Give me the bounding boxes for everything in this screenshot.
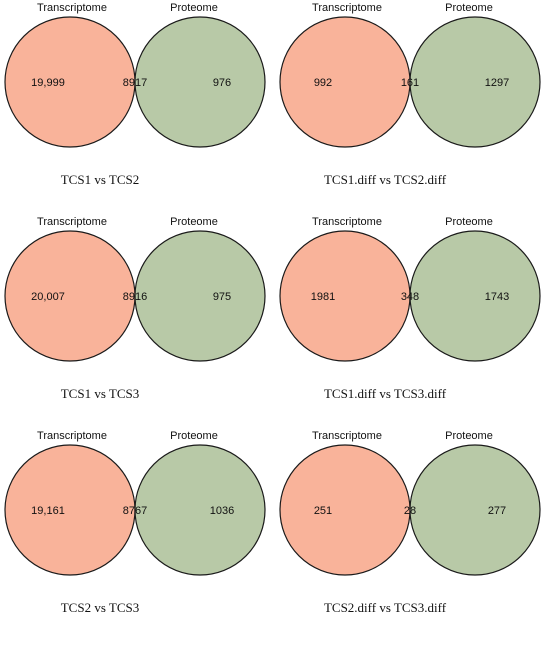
left-only-count: 19,161 <box>31 505 65 517</box>
transcriptome-set-circle <box>5 445 135 575</box>
comparison-caption: TCS2.diff vs TCS3.diff <box>324 600 447 615</box>
left-only-count: 19,999 <box>31 77 65 89</box>
venn-panel-2: Transcriptome Proteome 992 161 1297 TCS1.diff… <box>275 0 550 215</box>
transcriptome-set-circle <box>280 17 410 147</box>
transcriptome-set-circle <box>280 445 410 575</box>
left-set-label: Transcriptome <box>312 216 382 228</box>
right-set-label: Proteome <box>445 2 493 14</box>
left-only-count: 1981 <box>311 291 335 303</box>
venn-svg: Transcriptome Proteome 251 28 277 TCS2.diff v… <box>279 430 541 615</box>
comparison-caption: TCS1.diff vs TCS2.diff <box>324 172 447 187</box>
right-only-count: 1743 <box>485 291 509 303</box>
transcriptome-set-circle <box>280 231 410 361</box>
right-set-label: Proteome <box>170 216 218 228</box>
proteome-set-circle <box>135 445 265 575</box>
left-set-label: Transcriptome <box>37 2 107 14</box>
right-only-count: 277 <box>488 505 506 517</box>
proteome-outline <box>134 16 266 148</box>
overlap-count: 8767 <box>123 505 147 517</box>
proteome-outline <box>409 230 541 362</box>
right-set-label: Proteome <box>170 430 218 442</box>
venn-svg: Transcriptome Proteome 19,999 8917 976 TCS1 v… <box>4 2 266 187</box>
comparison-caption: TCS1 vs TCS3 <box>61 386 140 401</box>
proteome-set-circle <box>410 231 540 361</box>
left-only-count: 251 <box>314 505 332 517</box>
proteome-outline <box>134 230 266 362</box>
proteome-outline <box>409 444 541 576</box>
venn-svg: Transcriptome Proteome 1981 348 1743 TCS1.dif… <box>279 216 541 401</box>
right-only-count: 1036 <box>210 505 234 517</box>
overlap-count: 8917 <box>123 77 147 89</box>
proteome-set-circle <box>410 445 540 575</box>
overlap-count: 28 <box>404 505 416 517</box>
left-only-count: 20,007 <box>31 291 65 303</box>
right-only-count: 976 <box>213 77 231 89</box>
left-set-label: Transcriptome <box>312 430 382 442</box>
comparison-caption: TCS1.diff vs TCS3.diff <box>324 386 447 401</box>
transcriptome-set-circle <box>5 17 135 147</box>
comparison-caption: TCS1 vs TCS2 <box>61 172 140 187</box>
venn-panel-1: Transcriptome Proteome 19,999 8917 976 TCS1 v… <box>0 0 275 215</box>
venn-panel-4: Transcriptome Proteome 1981 348 1743 TCS1.dif… <box>275 214 550 429</box>
left-only-count: 992 <box>314 77 332 89</box>
overlap-count: 161 <box>401 77 419 89</box>
left-set-label: Transcriptome <box>37 430 107 442</box>
right-set-label: Proteome <box>445 430 493 442</box>
proteome-set-circle <box>135 231 265 361</box>
venn-svg: Transcriptome Proteome 19,161 8767 1036 TCS2 … <box>4 430 266 615</box>
overlap-count: 8916 <box>123 291 147 303</box>
right-set-label: Proteome <box>445 216 493 228</box>
left-set-label: Transcriptome <box>37 216 107 228</box>
proteome-outline <box>134 444 266 576</box>
comparison-caption: TCS2 vs TCS3 <box>61 600 140 615</box>
proteome-set-circle <box>410 17 540 147</box>
proteome-outline <box>409 16 541 148</box>
venn-panel-6: Transcriptome Proteome 251 28 277 TCS2.diff v… <box>275 428 550 643</box>
transcriptome-set-circle <box>5 231 135 361</box>
venn-svg: Transcriptome Proteome 20,007 8916 975 TCS1 v… <box>4 216 266 401</box>
overlap-count: 348 <box>401 291 419 303</box>
venn-panel-3: Transcriptome Proteome 20,007 8916 975 TCS1 v… <box>0 214 275 429</box>
venn-panel-5: Transcriptome Proteome 19,161 8767 1036 TCS2 … <box>0 428 275 643</box>
left-set-label: Transcriptome <box>312 2 382 14</box>
right-only-count: 975 <box>213 291 231 303</box>
venn-svg: Transcriptome Proteome 992 161 1297 TCS1.diff… <box>279 2 541 187</box>
proteome-set-circle <box>135 17 265 147</box>
right-set-label: Proteome <box>170 2 218 14</box>
right-only-count: 1297 <box>485 77 509 89</box>
